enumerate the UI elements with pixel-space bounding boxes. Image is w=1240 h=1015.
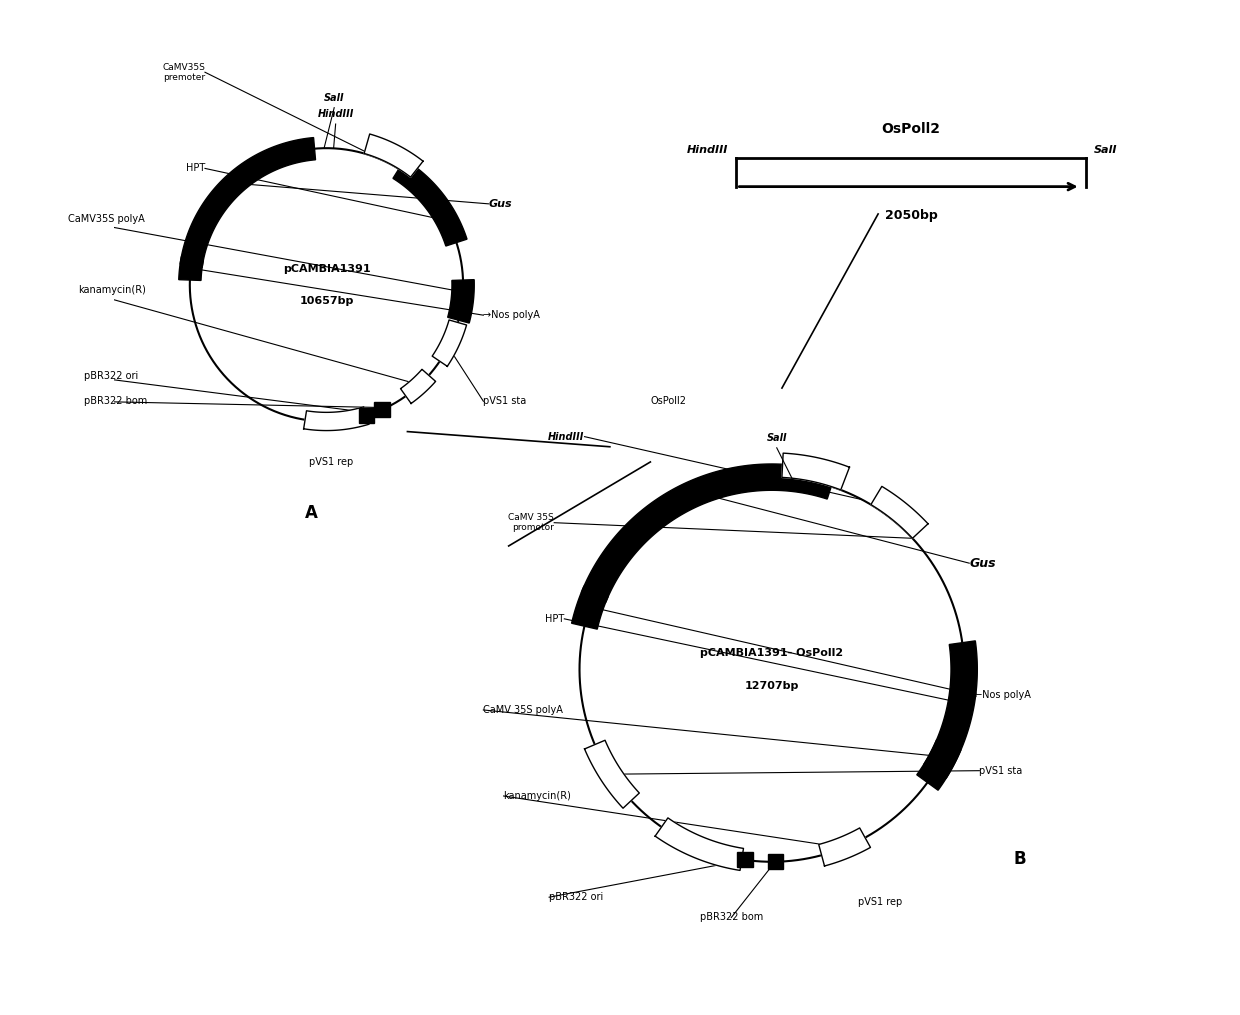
Bar xyxy=(374,402,389,417)
Text: pBR322 ori: pBR322 ori xyxy=(83,370,138,381)
Text: HPT: HPT xyxy=(186,163,205,174)
Text: pBR322 ori: pBR322 ori xyxy=(549,892,604,902)
Text: Gus: Gus xyxy=(489,199,512,209)
Text: pVS1 sta: pVS1 sta xyxy=(980,765,1023,775)
Text: 10657bp: 10657bp xyxy=(299,296,353,306)
Text: CaMV35S polyA: CaMV35S polyA xyxy=(68,214,145,224)
Text: kanamycin(R): kanamycin(R) xyxy=(78,285,146,295)
Text: B: B xyxy=(1013,850,1027,868)
Text: Gus: Gus xyxy=(970,556,996,569)
Polygon shape xyxy=(393,159,467,246)
Polygon shape xyxy=(180,138,315,267)
Polygon shape xyxy=(655,818,744,871)
Polygon shape xyxy=(818,828,870,866)
Polygon shape xyxy=(433,320,466,366)
Text: HindIII: HindIII xyxy=(317,109,353,119)
Text: 12707bp: 12707bp xyxy=(745,681,799,690)
Bar xyxy=(738,853,753,868)
Text: pBR322 bom: pBR322 bom xyxy=(699,912,763,923)
Text: OsPoll2: OsPoll2 xyxy=(882,122,940,136)
Polygon shape xyxy=(401,369,435,404)
Polygon shape xyxy=(782,453,849,490)
Polygon shape xyxy=(448,280,474,323)
Text: SalI: SalI xyxy=(766,432,787,443)
Text: OsPoll2: OsPoll2 xyxy=(650,396,687,406)
Text: CaMV35S
premoter: CaMV35S premoter xyxy=(162,63,205,82)
Polygon shape xyxy=(870,486,928,538)
Text: pCAMBIA1391: pCAMBIA1391 xyxy=(283,264,371,274)
Polygon shape xyxy=(924,640,977,779)
Text: SalI: SalI xyxy=(1094,145,1117,155)
Text: HPT: HPT xyxy=(546,614,564,624)
Text: pVS1 rep: pVS1 rep xyxy=(310,457,353,467)
Text: CaMV 35S
promotor: CaMV 35S promotor xyxy=(508,513,554,533)
Polygon shape xyxy=(365,134,423,178)
Text: CaMV 35S polyA: CaMV 35S polyA xyxy=(484,705,563,715)
Text: 2050bp: 2050bp xyxy=(884,209,937,222)
Text: pVS1 sta: pVS1 sta xyxy=(484,396,527,406)
Text: kanamycin(R): kanamycin(R) xyxy=(503,791,572,801)
Polygon shape xyxy=(584,740,640,808)
Polygon shape xyxy=(582,464,836,602)
Text: SalI: SalI xyxy=(324,92,345,103)
Text: HindIII: HindIII xyxy=(548,431,584,442)
Text: pVS1 rep: pVS1 rep xyxy=(858,897,903,907)
Polygon shape xyxy=(572,586,608,629)
Bar xyxy=(358,408,374,423)
Polygon shape xyxy=(304,407,370,430)
Polygon shape xyxy=(179,257,203,280)
Text: pBR322 bom: pBR322 bom xyxy=(83,396,146,406)
Text: A: A xyxy=(305,503,317,522)
Text: pCAMBIA1391- OsPoll2: pCAMBIA1391- OsPoll2 xyxy=(701,649,843,659)
Bar xyxy=(768,855,782,869)
Text: →Nos polyA: →Nos polyA xyxy=(484,311,541,320)
Text: HindIII: HindIII xyxy=(687,145,728,155)
Text: ←Nos polyA: ←Nos polyA xyxy=(975,690,1032,699)
Polygon shape xyxy=(916,740,961,791)
